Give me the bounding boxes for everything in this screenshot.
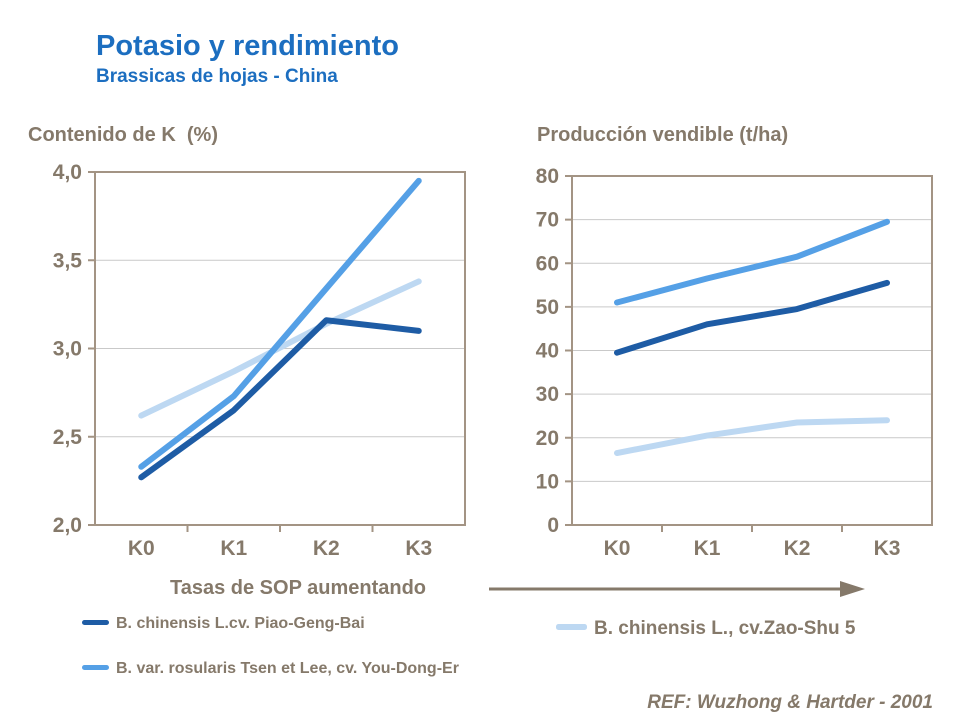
legend-line-swatch-dark-blue — [82, 620, 109, 625]
y-tick-label: 20 — [536, 427, 559, 450]
legend-line-swatch-medium-blue — [82, 665, 109, 670]
series-line-0 — [614, 417, 890, 457]
x-tick-label: K0 — [128, 537, 155, 560]
y-tick-label: 70 — [536, 209, 559, 232]
legend-label: B. chinensis L.cv. Piao-Geng-Bai — [116, 615, 365, 632]
series-line-1 — [138, 177, 422, 470]
y-tick-label: 3,0 — [53, 338, 82, 361]
page-title: Potasio y rendimiento — [96, 30, 399, 62]
k-content-line-chart: 2,0 2,5 3,0 3,5 4,0 K0 K1 K2 K3 — [53, 161, 466, 560]
y-tick-label: 80 — [536, 165, 559, 188]
sop-increase-arrow-icon — [489, 581, 865, 597]
y-tick-label: 0 — [547, 514, 559, 537]
y-tick-label: 60 — [536, 252, 559, 275]
x-tick-label: K2 — [313, 537, 340, 560]
page-subtitle: Brassicas de hojas - China — [96, 66, 338, 88]
plot-border — [571, 175, 933, 526]
legend-item-piao-geng-bai: B. chinensis L.cv. Piao-Geng-Bai — [82, 613, 365, 635]
left-chart-title: Contenido de K (%) — [28, 124, 218, 146]
legend-item-zao-shu-5: B. chinensis L., cv.Zao-Shu 5 — [556, 616, 855, 642]
legend-item-you-dong-er: B. var. rosularis Tsen et Lee, cv. You-D… — [82, 658, 459, 680]
series-line-2 — [138, 317, 422, 481]
legend-label: B. chinensis L., cv.Zao-Shu 5 — [594, 618, 856, 639]
x-tick-label: K1 — [220, 537, 247, 560]
x-tick-label: K3 — [405, 537, 432, 560]
legend-line-swatch-light-blue — [556, 624, 587, 630]
x-tick-label: K2 — [784, 537, 811, 560]
x-tick-label: K0 — [604, 537, 631, 560]
y-tick-label: 4,0 — [53, 161, 82, 184]
right-chart-title: Producción vendible (t/ha) — [537, 124, 789, 146]
y-tick-label: 50 — [536, 296, 559, 319]
series-line-0 — [138, 278, 422, 419]
x-tick-label: K1 — [694, 537, 721, 560]
yield-line-chart: 0 10 20 30 40 50 60 70 80 K0 K1 K2 K3 — [536, 165, 933, 560]
y-tick-label: 2,0 — [53, 514, 82, 537]
y-tick-label: 3,5 — [53, 249, 83, 272]
header: Potasio y rendimiento Brassicas de hojas… — [96, 30, 399, 88]
series-line-2 — [614, 279, 890, 356]
y-tick-label: 40 — [536, 340, 559, 363]
reference-text: REF: Wuzhong & Hartder - 2001 — [647, 692, 933, 713]
plot-border — [94, 171, 466, 526]
series-line-1 — [614, 218, 890, 306]
y-tick-label: 30 — [536, 383, 559, 406]
x-tick-label: K3 — [874, 537, 901, 560]
y-tick-label: 10 — [536, 470, 559, 493]
y-tick-label: 2,5 — [53, 426, 83, 449]
legend-label: B. var. rosularis Tsen et Lee, cv. You-D… — [116, 660, 459, 677]
sop-axis-label: Tasas de SOP aumentando — [170, 577, 427, 599]
